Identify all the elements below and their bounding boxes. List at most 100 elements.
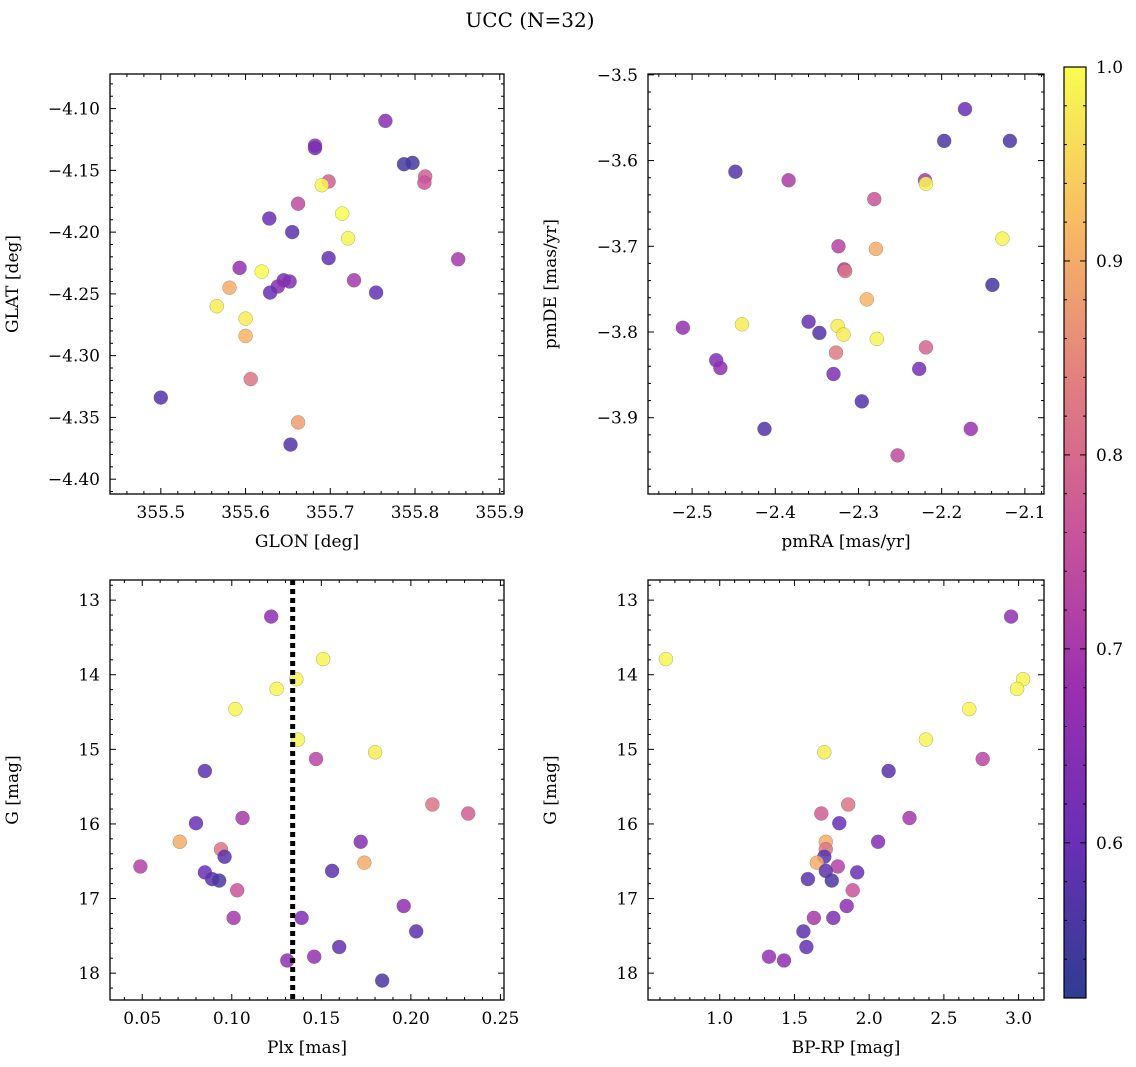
xtick-label-cmd: 3.0: [1005, 1009, 1032, 1029]
point-sky-29: [153, 390, 169, 405]
xtick-label-pm: −2.2: [921, 503, 962, 523]
point-plx-4: [228, 701, 243, 717]
ytick-label-cmd: 17: [616, 890, 638, 910]
point-sky-10: [335, 206, 350, 221]
colorbar-tick-label: 0.8: [1096, 446, 1123, 466]
point-pm-20: [836, 327, 851, 342]
point-plx-26: [294, 910, 309, 926]
point-plx-24: [396, 898, 411, 914]
point-plx-14: [172, 834, 188, 849]
xtick-label-sky: 355.8: [391, 503, 440, 523]
point-pm-9: [831, 239, 846, 254]
point-plx-8: [197, 763, 213, 779]
point-plx-0: [264, 609, 279, 624]
point-cmd-6: [817, 745, 832, 760]
axes-frame-sky: [109, 73, 505, 495]
panel-pm: −2.5 −2.4 −2.3 −2.2 −2.1 −3.9 −3.8 −3.7 −3.6 −3.5…: [541, 66, 1046, 552]
figure-title: UCC (N=32): [465, 8, 594, 32]
axes-frame-pm: [647, 73, 1045, 495]
xlabel-sky: GLON [deg]: [255, 532, 359, 552]
colorbar-tick-label: 0.9: [1096, 252, 1123, 272]
point-sky-14: [321, 250, 336, 266]
point-pm-0: [957, 101, 973, 117]
point-sky-17: [254, 264, 269, 279]
point-pm-10: [868, 241, 884, 257]
point-sky-24: [368, 285, 384, 300]
point-cmd-12: [832, 816, 847, 831]
colorbar: 0.6 0.7 0.8 0.9 1.0: [1063, 58, 1123, 999]
subplot-grid: 355.5 355.6 355.7 355.8 355.9 −4.40 −4.35 −4.30…: [3, 66, 1046, 1058]
point-cmd-13: [870, 834, 886, 849]
point-cmd-27: [796, 924, 811, 939]
point-plx-23: [229, 883, 245, 898]
point-plx-7: [308, 751, 324, 767]
ytick-label-plx: 14: [78, 666, 100, 686]
point-pm-26: [912, 361, 927, 377]
ytick-label-cmd: 18: [616, 964, 638, 984]
point-cmd-8: [881, 763, 896, 779]
point-plx-1: [315, 651, 331, 667]
ytick-label-sky: −4.10: [48, 100, 100, 120]
xtick-label-pm: −2.4: [755, 503, 796, 523]
point-cmd-3: [1009, 681, 1025, 697]
point-cmd-30: [776, 953, 792, 968]
ylabel-plx: G [mag]: [3, 755, 23, 824]
point-sky-22: [222, 280, 237, 295]
ytick-label-sky: −4.15: [48, 161, 100, 181]
xtick-label-cmd: 2.0: [856, 1009, 883, 1029]
xtick-label-cmd: 2.5: [930, 1009, 957, 1029]
point-cmd-22: [824, 873, 839, 888]
axes-frame-cmd: [647, 579, 1045, 1001]
point-pm-31: [890, 448, 905, 463]
point-pm-8: [995, 231, 1010, 246]
point-sky-9: [290, 196, 306, 211]
points-pm: [675, 101, 1018, 463]
colorbar-tick-label: 1.0: [1096, 58, 1123, 78]
point-sky-27: [238, 328, 253, 344]
point-sky-31: [283, 437, 298, 452]
point-plx-18: [133, 859, 148, 874]
point-pm-21: [869, 331, 884, 347]
ytick-label-cmd: 16: [616, 815, 638, 835]
ylabel-sky: GLAT [deg]: [3, 235, 23, 333]
xtick-label-plx: 0.25: [481, 1009, 519, 1029]
point-cmd-20: [850, 865, 865, 880]
point-pm-27: [826, 366, 841, 382]
xlabel-cmd: BP-RP [mag]: [792, 1038, 901, 1058]
point-plx-27: [409, 924, 424, 939]
point-cmd-0: [1003, 609, 1019, 624]
xtick-label-cmd: 1.5: [781, 1009, 808, 1029]
point-cmd-28: [799, 939, 814, 955]
point-sky-25: [209, 299, 225, 314]
point-pm-7: [867, 191, 882, 207]
xtick-label-plx: 0.15: [302, 1009, 340, 1029]
xtick-label-pm: −2.5: [671, 503, 712, 523]
ytick-label-sky: −4.30: [48, 347, 100, 367]
point-sky-23: [262, 285, 278, 300]
xtick-label-plx: 0.20: [392, 1009, 430, 1029]
point-pm-12: [838, 263, 853, 279]
xtick-label-sky: 355.9: [475, 503, 524, 523]
point-pm-29: [757, 421, 772, 437]
point-pm-19: [812, 325, 827, 341]
xtick-label-cmd: 1.0: [706, 1009, 733, 1029]
point-pm-23: [828, 345, 844, 360]
point-plx-17: [357, 855, 372, 870]
point-pm-13: [985, 277, 1000, 293]
point-pm-28: [854, 394, 869, 409]
point-cmd-11: [902, 810, 917, 826]
point-plx-25: [226, 910, 241, 926]
point-sky-6: [417, 175, 432, 190]
xtick-label-pm: −2.1: [1004, 503, 1045, 523]
point-sky-4: [405, 155, 420, 171]
point-sky-26: [238, 311, 253, 326]
ytick-label-cmd: 14: [616, 666, 638, 686]
ytick-label-sky: −4.25: [48, 285, 100, 305]
point-cmd-24: [839, 898, 854, 914]
xtick-label-sky: 355.5: [137, 503, 186, 523]
ytick-label-plx: 17: [78, 890, 100, 910]
xtick-label-plx: 0.10: [213, 1009, 251, 1029]
point-pm-15: [801, 314, 816, 329]
point-cmd-5: [918, 732, 934, 747]
ytick-label-sky: −4.35: [48, 408, 100, 428]
